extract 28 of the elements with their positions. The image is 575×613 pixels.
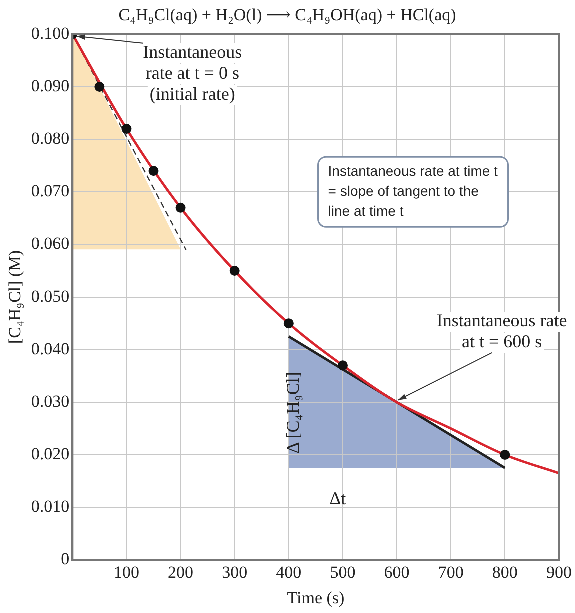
y-tick-label: 0.020 [31, 444, 70, 464]
y-tick-label: 0.080 [31, 129, 70, 148]
annotation: Instantaneous rate at time t = slope of tangent to the line at time t [328, 163, 498, 219]
x-tick-label: 200 [168, 562, 194, 582]
x-axis-title: Time (s) [287, 588, 345, 608]
y-tick-label: 0.070 [31, 182, 70, 201]
x-tick-label: 500 [330, 562, 356, 582]
y-tick-label: 0.030 [31, 392, 70, 411]
annotation: Δt [330, 488, 346, 508]
y-tick-label: 0.060 [31, 234, 70, 254]
annotation: Δ [C₄H₉Cl] [282, 372, 303, 454]
y-tick-label: 0.090 [31, 76, 70, 96]
y-tick-label: 0.040 [31, 339, 70, 358]
y-tick-label: 0.010 [31, 497, 70, 516]
y-tick-label: 0.100 [31, 24, 70, 43]
x-tick-label: 400 [276, 562, 302, 582]
y-tick-label: 0 [61, 550, 70, 569]
x-tick-label: 700 [438, 562, 464, 582]
x-tick-label: 900 [546, 562, 572, 582]
x-tick-label: 800 [492, 562, 518, 582]
annotation: Instantaneous rate at t = 0 s (initial rate) [143, 42, 242, 104]
y-axis-title: [C₄H₉Cl] (M) [6, 250, 25, 344]
x-tick-label: 100 [114, 562, 140, 582]
x-tick-label: 300 [222, 562, 248, 582]
chart-title: C₄H₉Cl(aq) + H₂O(l) ⟶ C₄H₉OH(aq) + HCl(aq) [118, 6, 456, 25]
x-tick-label: 600 [384, 562, 410, 582]
annotation: Instantaneous rate at t = 600 s [436, 310, 568, 352]
y-tick-label: 0.050 [31, 286, 70, 306]
